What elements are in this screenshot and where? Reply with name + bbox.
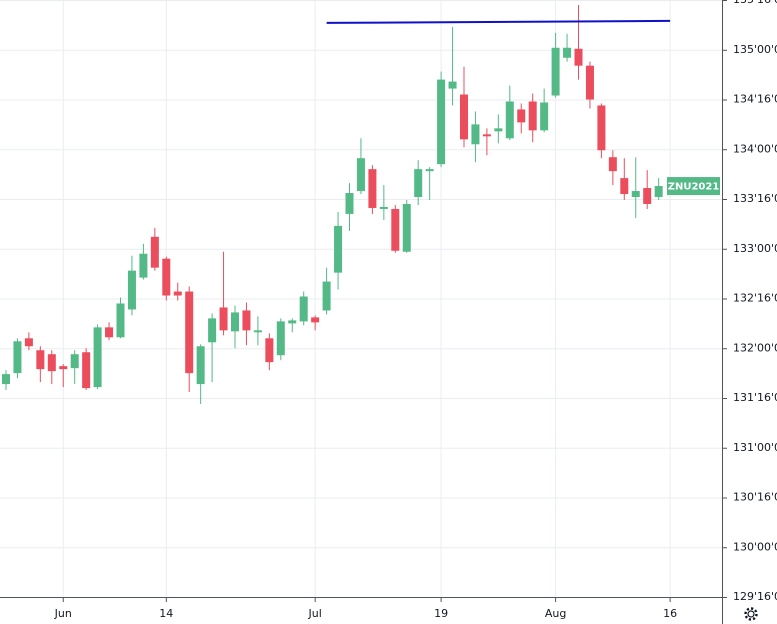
candle-body [482, 134, 491, 137]
candle-body [391, 208, 400, 251]
settings-icon[interactable] [744, 607, 758, 621]
candle-body [13, 341, 22, 374]
candle-body [345, 193, 354, 214]
trend-line [326, 19, 671, 24]
candle-body [70, 354, 79, 369]
candle-body [162, 258, 171, 296]
gear-center [747, 610, 755, 618]
candle-body [631, 191, 640, 198]
candle-body [253, 330, 262, 333]
candle-body [471, 124, 480, 145]
candle-body [82, 352, 91, 389]
candle-body [116, 303, 125, 338]
y-tick-label: 133'16'0 [733, 192, 777, 205]
candle-body [276, 321, 285, 356]
candle-body [643, 188, 652, 204]
candle-body [379, 206, 388, 209]
candle-body [425, 169, 434, 172]
candle-body [334, 225, 343, 273]
y-tick-label: 134'00'0 [733, 142, 777, 155]
candle-body [127, 270, 136, 310]
y-tick-label: 135'16'0 [733, 0, 777, 6]
candle-body [620, 178, 629, 195]
x-tick-label: 14 [159, 607, 173, 620]
candle-body [356, 158, 365, 192]
candle-body [265, 338, 274, 363]
candle-body [563, 47, 572, 58]
candle-body [608, 157, 617, 172]
x-tick-label: Jul [308, 607, 322, 620]
symbol-label: ZNU2021 [668, 182, 720, 193]
candle-body [139, 253, 148, 278]
candle-body [93, 327, 102, 388]
gear-teeth [744, 607, 758, 621]
candle-body [528, 101, 537, 131]
candle-body [597, 105, 606, 151]
candle-body [494, 128, 503, 132]
y-tick-label: 132'00'0 [733, 341, 777, 354]
x-tick-label: 19 [434, 607, 448, 620]
y-tick-label: 134'16'0 [733, 93, 777, 106]
candle-body [368, 169, 377, 208]
candle-body [2, 374, 10, 385]
y-tick-label: 132'16'0 [733, 292, 777, 305]
candle-body [517, 109, 526, 123]
candle-body [460, 94, 468, 140]
candle-body [208, 318, 217, 343]
candle-body [196, 346, 205, 385]
candle-body [540, 102, 549, 131]
candle-body [185, 291, 194, 374]
candle-body [311, 317, 320, 323]
y-tick-label: 130'00'0 [733, 540, 777, 553]
candle-body [105, 327, 114, 338]
candle-body [242, 310, 251, 331]
candle-body [288, 320, 297, 324]
x-tick-label: 16 [663, 607, 677, 620]
candle-body [574, 48, 583, 66]
candle-body [654, 186, 663, 198]
candle-body [231, 312, 239, 332]
candle-body [505, 101, 514, 139]
candle-body [322, 281, 331, 311]
candle-body [219, 307, 228, 331]
y-tick-label: 129'16'0 [733, 590, 777, 603]
candles [2, 4, 671, 404]
candle-body [59, 366, 68, 370]
candle-body [299, 296, 308, 322]
candle-body [24, 338, 33, 347]
axes: 129'16'0 130'00'0 130'16'0 131'00'0 131'16'0… [54, 0, 777, 620]
candle-body [36, 350, 45, 370]
y-tick-label: 131'00'0 [733, 441, 777, 454]
y-tick-label: 130'16'0 [733, 491, 777, 504]
symbol-label-box [667, 177, 720, 196]
candle-body [150, 236, 159, 268]
candle-body [585, 65, 594, 100]
candle-body [448, 81, 457, 89]
candle-body [437, 79, 446, 165]
candle-body [173, 291, 182, 296]
candle-body [551, 47, 560, 96]
y-tick-label: 133'00'0 [733, 242, 777, 255]
candle-body [414, 169, 423, 198]
y-tick-label: 131'16'0 [733, 391, 777, 404]
x-tick-label: Jun [54, 607, 72, 620]
candle-body [402, 203, 411, 252]
x-tick-label: Aug [545, 607, 566, 620]
y-tick-label: 135'00'0 [733, 43, 777, 56]
candle-body [47, 354, 56, 372]
